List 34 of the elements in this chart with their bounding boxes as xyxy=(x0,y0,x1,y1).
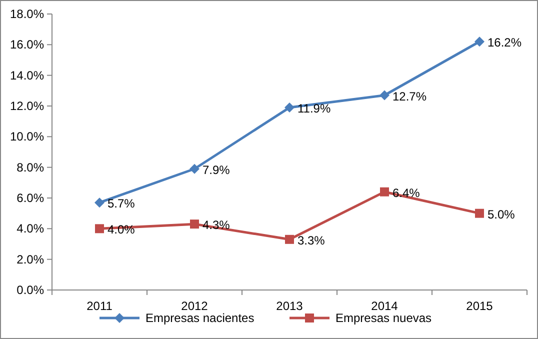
x-tick-label: 2011 xyxy=(86,299,113,313)
data-label: 5.0% xyxy=(488,207,516,222)
point xyxy=(380,187,389,196)
y-tick-label: 0.0% xyxy=(16,283,44,297)
y-tick-label: 6.0% xyxy=(16,191,44,205)
x-tick-label: 2012 xyxy=(181,299,208,313)
y-tick-label: 2.0% xyxy=(16,252,44,266)
point xyxy=(380,90,390,100)
y-tick-label: 16.0% xyxy=(10,38,44,52)
x-tick-label: 2013 xyxy=(276,299,304,313)
point xyxy=(475,208,484,218)
point xyxy=(190,220,199,229)
y-tick-label: 12.0% xyxy=(10,99,44,113)
point xyxy=(95,224,104,234)
point xyxy=(190,164,200,174)
point xyxy=(94,198,104,208)
x-tick-label: 2014 xyxy=(371,299,398,313)
data-label: 3.3% xyxy=(298,233,326,248)
data-label: 16.2% xyxy=(488,36,522,50)
point xyxy=(474,36,484,47)
y-tick-label: 14.0% xyxy=(10,68,44,82)
point xyxy=(285,234,294,244)
legend-label: Empresas nuevas xyxy=(336,311,432,325)
x-tick-label: 2015 xyxy=(466,299,494,313)
legend-label: Empresas nacientes xyxy=(146,311,254,325)
data-label: 5.7% xyxy=(108,196,136,211)
y-tick-label: 18.0% xyxy=(10,7,44,21)
data-label: 11.9% xyxy=(298,102,331,116)
point xyxy=(284,102,294,113)
data-label: 7.9% xyxy=(202,162,230,177)
data-label: 12.7% xyxy=(392,89,427,104)
y-tick-label: 10.0% xyxy=(10,130,44,144)
y-tick-label: 4.0% xyxy=(16,222,44,236)
y-tick-label: 8.0% xyxy=(16,160,44,174)
